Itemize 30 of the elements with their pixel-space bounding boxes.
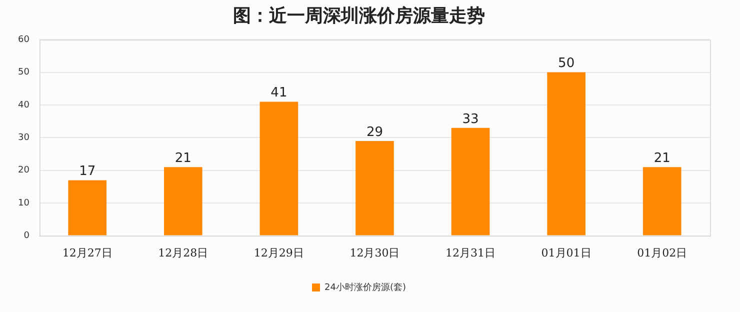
- data-label: 17: [79, 164, 96, 180]
- bar: [356, 140, 394, 236]
- data-label: 50: [558, 56, 575, 72]
- y-tick-label: 50: [18, 68, 30, 78]
- data-label: 21: [654, 151, 670, 166]
- bar: [451, 128, 490, 236]
- bar: [68, 180, 107, 236]
- chart-title: 图：近一周深圳涨价房源量走势: [233, 5, 485, 26]
- x-tick-label: 12月27日: [62, 246, 112, 260]
- bar: [164, 167, 202, 236]
- x-tick-label: 01月01日: [541, 246, 592, 260]
- data-label: 41: [270, 86, 288, 101]
- x-tick-label: 12月31日: [446, 246, 496, 260]
- y-tick-label: 0: [24, 231, 30, 242]
- x-tick-label: 12月28日: [158, 246, 208, 260]
- y-tick-label: 10: [18, 198, 30, 208]
- x-tick-label: 12月30日: [350, 246, 400, 260]
- x-tick-label: 01月02日: [637, 246, 688, 260]
- y-tick-label: 40: [18, 100, 30, 110]
- bar: [547, 72, 586, 236]
- x-tick-label: 12月29日: [254, 246, 304, 260]
- bar: [260, 102, 298, 236]
- data-label: 33: [462, 112, 479, 127]
- y-tick-label: 20: [18, 166, 30, 176]
- bar: [642, 167, 682, 236]
- data-label: 29: [366, 124, 383, 140]
- data-label: 21: [174, 151, 192, 166]
- y-tick-label: 30: [18, 133, 30, 144]
- legend-label: 24小时涨价房源(套): [324, 282, 406, 293]
- y-tick-label: 60: [18, 34, 30, 45]
